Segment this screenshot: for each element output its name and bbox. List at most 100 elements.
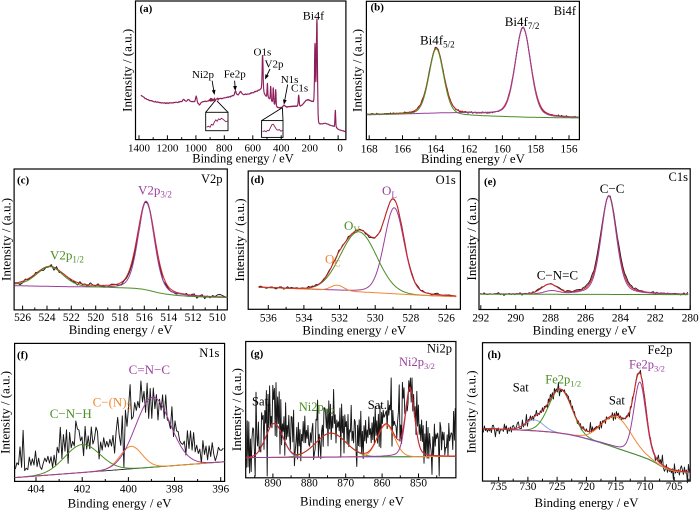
svg-text:1400: 1400 [128, 142, 151, 154]
svg-text:Fe2p1/2: Fe2p1/2 [545, 373, 581, 389]
svg-text:168: 168 [361, 143, 378, 155]
svg-text:870: 870 [337, 478, 354, 490]
svg-text:402: 402 [74, 484, 91, 496]
svg-text:280: 280 [682, 312, 699, 324]
svg-text:Binding energy / eV: Binding energy / eV [535, 496, 640, 510]
svg-text:1200: 1200 [156, 142, 179, 154]
svg-text:400: 400 [120, 484, 137, 496]
svg-text:C1s: C1s [669, 170, 689, 184]
svg-text:C−(N)3: C−(N)3 [93, 394, 132, 411]
svg-text:Bi4f: Bi4f [303, 8, 324, 22]
svg-text:730: 730 [519, 481, 536, 493]
svg-text:526: 526 [438, 313, 455, 325]
svg-text:162: 162 [461, 143, 478, 155]
svg-text:(e): (e) [484, 176, 497, 188]
svg-text:518: 518 [112, 312, 129, 324]
svg-text:Intensity / (a.u.): Intensity / (a.u.) [232, 198, 247, 281]
svg-text:158: 158 [527, 143, 544, 155]
svg-text:720: 720 [578, 481, 595, 493]
svg-text:850: 850 [410, 478, 427, 490]
svg-text:404: 404 [28, 484, 45, 496]
svg-text:Ni2p3/2: Ni2p3/2 [399, 355, 435, 371]
svg-text:Fe2p3/2: Fe2p3/2 [629, 358, 665, 374]
svg-text:290: 290 [507, 312, 524, 324]
svg-text:(h): (h) [488, 349, 502, 361]
svg-text:(a): (a) [140, 3, 153, 15]
svg-text:C−C: C−C [600, 181, 625, 196]
svg-text:510: 510 [209, 312, 226, 324]
svg-text:400: 400 [273, 142, 290, 154]
svg-text:Intensity / (a.u.): Intensity / (a.u.) [0, 371, 13, 454]
svg-text:Binding energy / eV: Binding energy / eV [421, 152, 526, 166]
svg-text:V2p1/2: V2p1/2 [50, 248, 84, 265]
svg-text:C=N−C: C=N−C [129, 362, 170, 377]
svg-text:292: 292 [472, 312, 489, 324]
svg-text:Ni2p: Ni2p [192, 69, 215, 81]
svg-text:Intensity / (a.u.): Intensity / (a.u.) [229, 368, 244, 451]
svg-text:516: 516 [136, 312, 153, 324]
svg-text:164: 164 [427, 143, 444, 155]
svg-text:OL: OL [382, 183, 397, 200]
svg-text:860: 860 [374, 478, 391, 490]
svg-text:Binding energy / eV: Binding energy / eV [533, 324, 638, 338]
svg-text:705: 705 [666, 481, 683, 493]
svg-text:(f): (f) [17, 350, 28, 362]
svg-text:600: 600 [245, 142, 262, 154]
svg-text:(d): (d) [251, 174, 265, 186]
svg-text:Ni2p: Ni2p [427, 342, 452, 356]
svg-text:Intensity / (a.u.): Intensity / (a.u.) [0, 198, 14, 281]
svg-text:Binding energy / eV: Binding energy / eV [68, 496, 173, 510]
svg-text:V2p: V2p [201, 172, 223, 186]
svg-text:282: 282 [647, 312, 664, 324]
svg-text:710: 710 [637, 481, 654, 493]
svg-text:Intensity / (a.u.): Intensity / (a.u.) [464, 370, 479, 453]
svg-text:512: 512 [185, 312, 202, 324]
svg-text:C−N−H: C−N−H [50, 406, 92, 421]
svg-text:286: 286 [577, 312, 594, 324]
svg-text:O1s: O1s [254, 47, 272, 59]
svg-text:526: 526 [14, 312, 31, 324]
svg-text:800: 800 [216, 142, 233, 154]
svg-text:530: 530 [367, 313, 384, 325]
svg-text:725: 725 [549, 481, 566, 493]
svg-text:284: 284 [612, 312, 629, 324]
svg-text:Bi4f: Bi4f [554, 4, 577, 18]
svg-text:O1s: O1s [436, 173, 456, 187]
svg-text:288: 288 [542, 312, 559, 324]
svg-text:890: 890 [264, 478, 281, 490]
svg-text:Fe2p: Fe2p [648, 343, 673, 357]
svg-text:398: 398 [166, 484, 183, 496]
svg-text:715: 715 [607, 481, 624, 493]
svg-text:Fe2p: Fe2p [224, 69, 247, 81]
svg-text:735: 735 [490, 481, 507, 493]
svg-text:514: 514 [160, 312, 177, 324]
svg-text:Binding energy / eV: Binding energy / eV [300, 495, 405, 509]
svg-text:Sat.: Sat. [252, 395, 271, 409]
svg-text:N1s: N1s [281, 74, 299, 86]
svg-text:522: 522 [63, 312, 80, 324]
svg-text:532: 532 [331, 313, 348, 325]
svg-text:160: 160 [494, 143, 511, 155]
svg-text:166: 166 [394, 143, 411, 155]
svg-text:Intensity / (a.u.): Intensity / (a.u.) [120, 29, 135, 112]
svg-text:524: 524 [39, 312, 56, 324]
svg-text:520: 520 [87, 312, 104, 324]
svg-text:V2p: V2p [265, 58, 284, 70]
svg-text:880: 880 [301, 478, 318, 490]
svg-text:Intensity / (a.u.): Intensity / (a.u.) [464, 197, 479, 280]
svg-text:528: 528 [402, 313, 419, 325]
svg-text:534: 534 [295, 313, 312, 325]
svg-text:Binding energy / eV: Binding energy / eV [302, 324, 407, 338]
svg-text:Sat.: Sat. [368, 398, 387, 412]
svg-text:396: 396 [212, 484, 229, 496]
svg-text:Sat: Sat [513, 381, 530, 395]
svg-text:Bi4f5/2: Bi4f5/2 [420, 33, 455, 50]
svg-text:OV: OV [344, 218, 360, 235]
svg-text:(g): (g) [251, 348, 264, 360]
svg-text:Bi4f7/2: Bi4f7/2 [505, 14, 540, 31]
svg-text:Intensity / (a.u.): Intensity / (a.u.) [350, 29, 365, 112]
svg-text:1000: 1000 [185, 142, 208, 154]
svg-text:156: 156 [561, 143, 578, 155]
svg-text:Sat: Sat [609, 394, 626, 408]
svg-text:Binding energy / eV: Binding energy / eV [69, 323, 174, 337]
